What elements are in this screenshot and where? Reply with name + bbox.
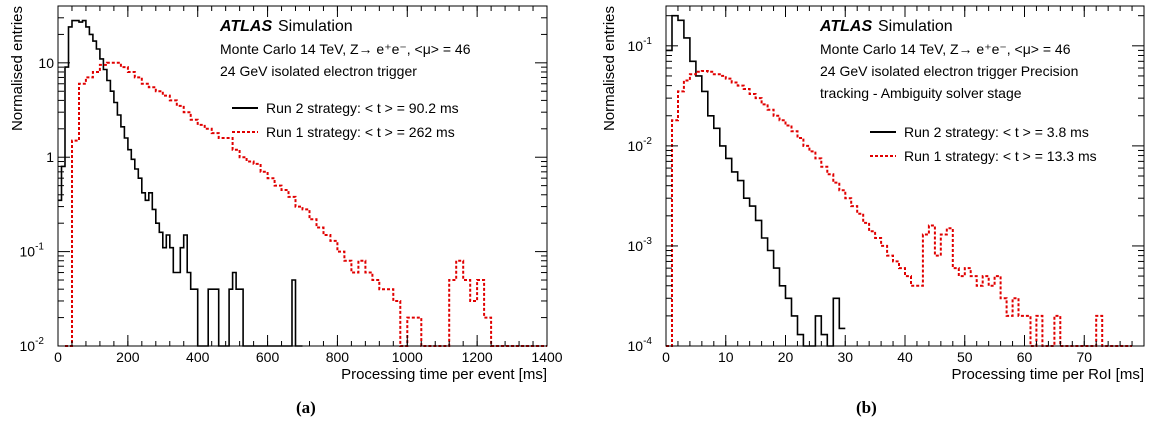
- legend-label: Run 1 strategy: < t > = 13.3 ms: [904, 148, 1097, 164]
- annotation-line3: tracking - Ambiguity solver stage: [820, 85, 1022, 101]
- simulation-label: Simulation: [278, 18, 353, 35]
- legend-label: Run 1 strategy: < t > = 262 ms: [266, 124, 455, 140]
- x-axis-title: Processing time per RoI [ms]: [951, 366, 1144, 383]
- y-axis-title: Normalised entries: [601, 6, 618, 131]
- y-tick-label: 10-4: [628, 336, 653, 354]
- panel-label-b: (b): [856, 398, 877, 417]
- legend-label: Run 2 strategy: < t > = 3.8 ms: [904, 124, 1089, 140]
- x-tick-label: 0: [662, 349, 670, 365]
- y-tick-label-base: 10: [20, 244, 36, 260]
- panel-label-a: (a): [296, 398, 316, 417]
- x-tick-label: 60: [1017, 349, 1033, 365]
- y-tick-label: 10-1: [628, 36, 653, 54]
- y-axis-title: Normalised entries: [9, 6, 26, 131]
- x-tick-label: 800: [326, 349, 350, 365]
- simulation-label: Simulation: [878, 18, 953, 35]
- atlas-label: ATLAS: [219, 18, 272, 35]
- y-tick-label: 10: [38, 55, 54, 71]
- annotation-line1: Monte Carlo 14 TeV, Z→ e⁺e⁻, <μ> = 46: [820, 41, 1071, 57]
- x-tick-label: 30: [837, 349, 853, 365]
- y-tick-label-exponent: -2: [35, 336, 44, 347]
- atlas-label: ATLAS: [819, 18, 872, 35]
- x-tick-label: 10: [718, 349, 734, 365]
- plot-frame: [57, 5, 548, 347]
- series-run2-histogram: [666, 14, 846, 347]
- annotation-line2: 24 GeV isolated electron trigger: [220, 63, 417, 79]
- x-tick-label: 600: [256, 349, 280, 365]
- y-tick-label: 10-1: [20, 242, 45, 260]
- x-tick-label: 200: [116, 349, 140, 365]
- y-tick-label-exponent: -4: [643, 336, 652, 347]
- y-tick-label-base: 1: [46, 149, 54, 165]
- series-run1-histogram: [666, 70, 1132, 347]
- x-tick-label: 70: [1076, 349, 1092, 365]
- series-run1-histogram: [65, 61, 547, 347]
- x-tick-label: 400: [186, 349, 210, 365]
- chart-a: 0 200 400 600 800 1000 1200 140010-210-1110Proc…: [9, 5, 563, 383]
- x-tick-label: 1000: [392, 349, 423, 365]
- x-tick-label: 1200: [462, 349, 493, 365]
- y-tick-label-exponent: -2: [643, 136, 652, 147]
- x-tick-label: 50: [957, 349, 973, 365]
- chart-b: 0 10 20 30 40 50 60 7010-410-310-210-1Processin…: [601, 5, 1145, 383]
- y-tick-label-base: 10: [628, 138, 644, 154]
- y-tick-label-exponent: -1: [35, 242, 44, 253]
- y-tick-label-exponent: -3: [643, 236, 652, 247]
- x-tick-label: 1400: [531, 349, 562, 365]
- y-tick-label: 1: [46, 149, 54, 165]
- y-tick-label: 10-3: [628, 236, 653, 254]
- legend-label: Run 2 strategy: < t > = 90.2 ms: [266, 100, 459, 116]
- y-tick-label: 10-2: [628, 136, 653, 154]
- y-tick-label-base: 10: [628, 238, 644, 254]
- x-axis-title: Processing time per event [ms]: [341, 366, 547, 383]
- y-tick-label-exponent: -1: [643, 36, 652, 47]
- annotation-line2: 24 GeV isolated electron trigger Precisi…: [820, 63, 1078, 79]
- y-tick-label-base: 10: [628, 38, 644, 54]
- x-tick-label: 20: [778, 349, 794, 365]
- y-tick-label: 10-2: [20, 336, 45, 354]
- y-tick-label-base: 10: [20, 338, 36, 354]
- x-tick-label: 40: [897, 349, 913, 365]
- annotation-line1: Monte Carlo 14 TeV, Z→ e⁺e⁻, <μ> = 46: [220, 41, 471, 57]
- y-tick-label-base: 10: [38, 55, 54, 71]
- x-tick-label: 0: [54, 349, 62, 365]
- y-tick-label-base: 10: [628, 338, 644, 354]
- series-run2-histogram: [58, 19, 303, 347]
